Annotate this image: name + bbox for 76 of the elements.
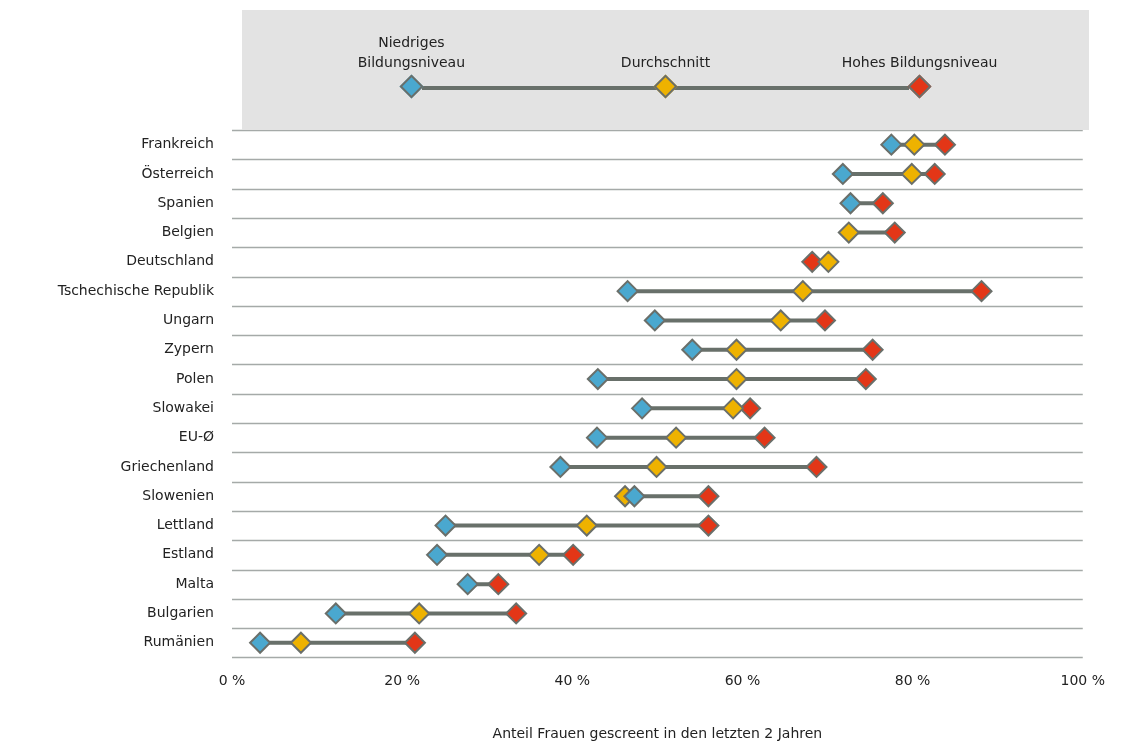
point (697, 514, 720, 537)
point (871, 192, 894, 215)
point (923, 162, 946, 185)
y-tick-label: Belgien (161, 223, 214, 240)
x-axis-title: Anteil Frauen gescreent in den letzten 2 Jahren (492, 725, 823, 742)
y-tick-label: Tschechische Republik (56, 281, 215, 298)
point (249, 631, 272, 654)
x-tick-label: 60 % (724, 672, 761, 689)
point (643, 309, 666, 332)
point (456, 573, 479, 596)
point (883, 221, 906, 244)
y-tick-label: Malta (175, 574, 214, 591)
y-tick-label: Bulgarien (147, 604, 214, 621)
point (817, 250, 840, 273)
point (528, 543, 551, 566)
point (616, 280, 639, 303)
point (805, 455, 828, 478)
point (791, 280, 814, 303)
y-tick-label: Slowakei (152, 398, 214, 415)
y-tick-label: Griechenland (120, 457, 214, 474)
point (505, 602, 528, 625)
y-tick-label: Österreich (141, 163, 214, 181)
text: Niedriges Bildungsniveau (356, 33, 467, 72)
text: Durchschnitt (620, 53, 711, 72)
point (725, 338, 748, 361)
y-tick-label: Polen (176, 369, 214, 386)
y-tick-label: Zypern (164, 340, 214, 357)
point (880, 133, 903, 156)
point (933, 133, 956, 156)
x-tick-label: 40 % (554, 672, 591, 689)
x-tick-label: 80 % (894, 672, 931, 689)
point (813, 309, 836, 332)
point (645, 455, 668, 478)
y-tick-label: Deutschland (126, 252, 214, 269)
x-tick-label: 100 % (1060, 672, 1105, 689)
point (623, 485, 646, 508)
point (549, 455, 572, 478)
point (722, 397, 745, 420)
point (434, 514, 457, 537)
y-tick-label: Spanien (157, 193, 214, 210)
point (324, 602, 347, 625)
point (487, 573, 510, 596)
point (970, 280, 993, 303)
point (403, 631, 426, 654)
y-tick-label: Lettland (156, 516, 214, 533)
y-tick-label: EU-Ø (178, 428, 214, 445)
point (753, 426, 776, 449)
y-tick-label: Rumänien (143, 633, 214, 650)
point (586, 368, 609, 391)
point (575, 514, 598, 537)
y-tick-label: Ungarn (163, 311, 214, 328)
point (562, 543, 585, 566)
point (769, 309, 792, 332)
point (903, 133, 926, 156)
point (697, 485, 720, 508)
point (426, 543, 449, 566)
y-tick-label: Estland (162, 545, 214, 562)
y-tick-label: Frankreich (141, 135, 214, 152)
point (289, 631, 312, 654)
point (861, 338, 884, 361)
point (681, 338, 704, 361)
point (900, 162, 923, 185)
text: Hohes Bildungsniveau (841, 53, 998, 72)
x-tick-label: 0 % (218, 672, 246, 689)
point (725, 368, 748, 391)
x-tick-label: 20 % (384, 672, 420, 689)
point (854, 368, 877, 391)
y-tick-label: Slowenien (142, 486, 214, 503)
point (585, 426, 608, 449)
point (831, 162, 854, 185)
point (739, 397, 762, 420)
point (837, 221, 860, 244)
point (408, 602, 431, 625)
point (665, 426, 688, 449)
point (839, 192, 862, 215)
point (631, 397, 654, 420)
